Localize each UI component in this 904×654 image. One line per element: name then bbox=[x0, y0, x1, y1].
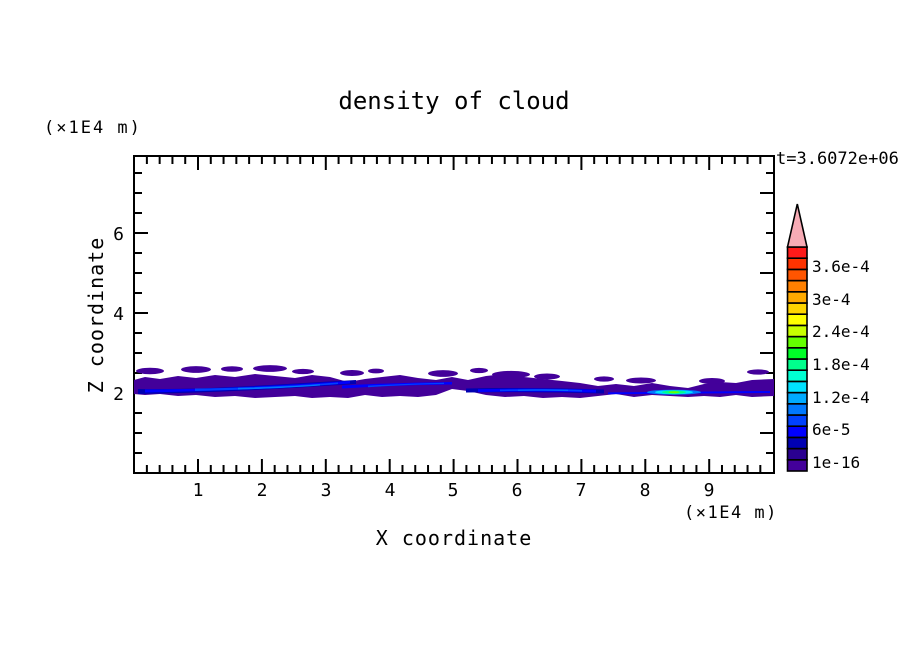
colorbar-segment bbox=[786, 324, 808, 338]
cloud-puff bbox=[136, 367, 164, 375]
x-tick-label: 6 bbox=[511, 480, 523, 501]
cloud-streak bbox=[195, 382, 338, 391]
cloud-puff bbox=[428, 370, 458, 377]
time-annotation: t=3.6072e+06 bbox=[776, 149, 899, 169]
axis-ticks bbox=[135, 157, 773, 472]
x-tick-label: 8 bbox=[639, 480, 651, 501]
colorbar-segment bbox=[786, 313, 808, 327]
y-tick-label: 2 bbox=[113, 384, 124, 405]
y-tick-label: 6 bbox=[113, 224, 124, 245]
cloud-puff bbox=[534, 373, 560, 380]
colorbar bbox=[786, 203, 809, 472]
colorbar-segment bbox=[786, 402, 808, 416]
colorbar-segment bbox=[786, 369, 808, 383]
cloud-puff bbox=[253, 365, 287, 372]
cloud-puff bbox=[594, 376, 614, 382]
x-axis-unit-label: (×1E4 m) bbox=[684, 503, 778, 523]
colorbar-segment bbox=[786, 358, 808, 371]
cloud-puff bbox=[747, 369, 769, 375]
cloud-puff bbox=[492, 370, 530, 379]
colorbar-tick-label: 1.8e-4 bbox=[812, 355, 870, 374]
colorbar-segment bbox=[786, 391, 808, 405]
cloud-puff bbox=[626, 377, 656, 384]
bright-core-peak bbox=[668, 391, 680, 394]
plot-border bbox=[133, 155, 775, 474]
x-tick-label: 5 bbox=[447, 480, 459, 501]
colorbar-tick-label: 3.6e-4 bbox=[812, 257, 870, 276]
x-tick-label: 3 bbox=[320, 480, 332, 501]
colorbar-tick-label: 3e-4 bbox=[812, 290, 851, 309]
cloud-field bbox=[134, 365, 774, 398]
x-axis-title: X coordinate bbox=[375, 526, 533, 550]
colorbar-segment bbox=[786, 425, 808, 439]
colorbar-overflow-arrow bbox=[786, 203, 809, 248]
cloud-puff bbox=[221, 366, 243, 372]
cloud-puff bbox=[368, 368, 384, 374]
cloud-streak bbox=[368, 382, 444, 388]
colorbar-segment bbox=[786, 436, 808, 450]
x-tick-label: 9 bbox=[703, 480, 715, 501]
colorbar-segment bbox=[786, 290, 808, 304]
colorbar-tick-label: 1.2e-4 bbox=[812, 388, 870, 407]
colorbar-segment bbox=[786, 257, 808, 271]
x-tick-label: 4 bbox=[384, 480, 396, 501]
cloud-streak bbox=[238, 384, 320, 390]
colorbar-segment bbox=[786, 447, 808, 461]
x-tick-label: 7 bbox=[575, 480, 587, 501]
colorbar-segment bbox=[786, 268, 808, 282]
colorbar-segment bbox=[786, 335, 808, 349]
colorbar-segment bbox=[786, 380, 808, 394]
cloud-puff bbox=[699, 378, 725, 384]
colorbar-tick-label: 1e-16 bbox=[812, 453, 861, 472]
y-axis-unit-label: (×1E4 m) bbox=[44, 118, 142, 138]
cloud-puff bbox=[340, 370, 364, 376]
colorbar-segment bbox=[786, 414, 808, 427]
plot-title: density of cloud bbox=[338, 87, 570, 115]
cloud-streak bbox=[518, 389, 568, 391]
cloud-puff bbox=[292, 368, 314, 375]
cloud-main-band bbox=[134, 374, 774, 398]
x-tick-label: 1 bbox=[192, 480, 204, 501]
colorbar-segment bbox=[786, 246, 808, 259]
colorbar-segment bbox=[786, 346, 808, 360]
colorbar-tick-label: 2.4e-4 bbox=[812, 322, 870, 341]
cloud-puff bbox=[181, 366, 211, 373]
cloud-puff bbox=[470, 367, 488, 374]
colorbar-tick-label: 6e-5 bbox=[812, 420, 851, 439]
colorbar-segment bbox=[786, 279, 808, 293]
colorbar-segment bbox=[786, 458, 808, 472]
y-tick-label: 4 bbox=[113, 304, 124, 325]
colorbar-segment bbox=[786, 302, 808, 315]
x-tick-label: 2 bbox=[256, 480, 268, 501]
